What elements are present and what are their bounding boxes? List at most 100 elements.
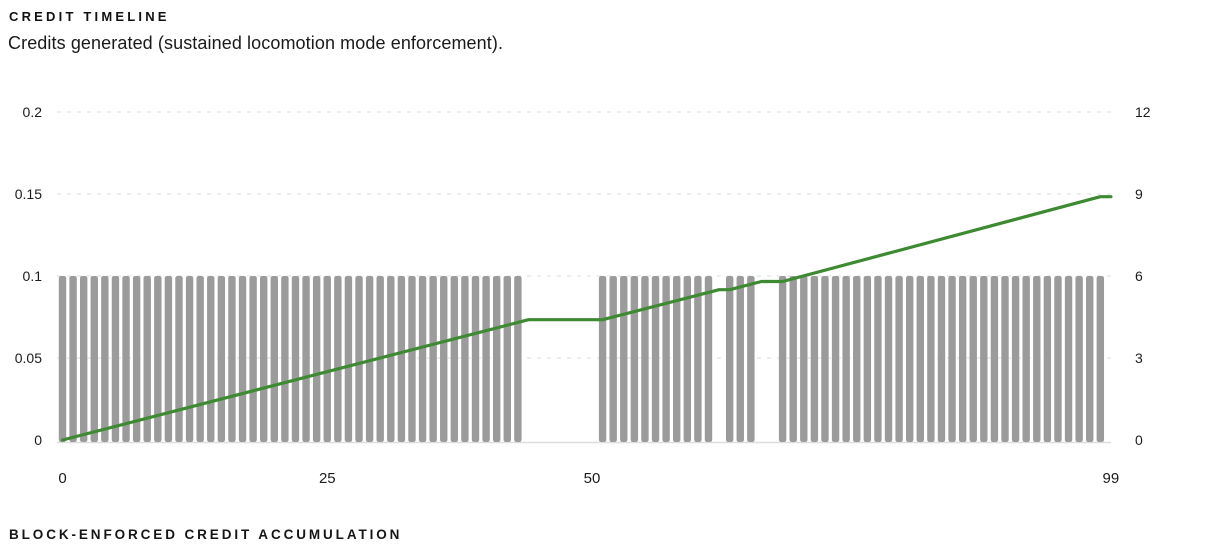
right-axis-tick-label: 3 (1135, 350, 1143, 366)
credit-block-bar (747, 276, 755, 442)
credit-block-bar (418, 276, 427, 442)
credit-block-bar (185, 276, 194, 442)
credit-block-bar (217, 276, 226, 442)
credit-block-bar (842, 276, 850, 442)
credit-block-bar (228, 276, 236, 442)
credit-block-bar (673, 276, 681, 442)
credit-block-bar (874, 276, 882, 442)
right-axis-tick-label: 9 (1135, 186, 1143, 202)
credit-block-bar (810, 276, 819, 442)
credit-block-bar (514, 276, 522, 442)
credit-block-bar (969, 276, 977, 442)
right-axis-tick-label: 0 (1135, 432, 1143, 448)
credit-block-bar (736, 276, 744, 442)
credit-block-bar (270, 276, 278, 442)
credit-block-bar (387, 276, 395, 442)
credit-block-bar (101, 276, 109, 442)
credit-block-bar (863, 276, 872, 442)
credit-block-bar (461, 276, 469, 442)
left-axis-tick-label: 0.1 (23, 268, 43, 284)
credit-block-bar (312, 276, 321, 442)
credit-block-bar (927, 276, 935, 442)
credit-block-bar (164, 276, 173, 442)
credit-block-bar (831, 276, 840, 442)
credit-block-bar (334, 276, 342, 442)
credit-block-bar (355, 276, 363, 442)
credit-block-bar (503, 276, 511, 442)
cumulative-credits-line (60, 195, 1113, 442)
credit-block-bar (1011, 276, 1020, 442)
credit-block-bar (620, 276, 628, 442)
credit-block-bar (884, 276, 893, 442)
credit-block-bar (58, 276, 67, 442)
x-axis-tick-label: 0 (58, 470, 66, 487)
credit-block-bar (281, 276, 289, 442)
credit-block-bar (471, 276, 480, 442)
chart-caption: BLOCK-ENFORCED CREDIT ACCUMULATION (9, 527, 403, 542)
credit-block-bar (302, 276, 310, 442)
credit-block-bar (143, 276, 151, 442)
credit-block-bar (122, 276, 130, 442)
credit-block-bar (1054, 276, 1062, 442)
credit-block-bar (778, 276, 787, 442)
credit-block-bar (725, 276, 734, 442)
credit-block-bar (789, 276, 797, 442)
right-axis-tick-label: 12 (1135, 104, 1151, 120)
left-axis-tick-label: 0 (34, 432, 42, 448)
credit-block-bar (1096, 276, 1105, 442)
credit-block-bar (482, 276, 490, 442)
credit-block-bar (1086, 276, 1094, 442)
credit-block-bar (1001, 276, 1009, 442)
credit-block-bar (895, 276, 903, 442)
credit-block-bar (249, 276, 257, 442)
credit-block-bar (207, 276, 215, 442)
credit-block-bar (948, 276, 956, 442)
credit-block-bar (111, 276, 120, 442)
credit-block-bar (916, 276, 924, 442)
credit-block-bar (683, 276, 692, 442)
x-axis-tick-label: 99 (1103, 470, 1120, 487)
credit-block-bar (1075, 276, 1083, 442)
x-axis-tick-label: 50 (584, 470, 601, 487)
credit-block-bar (598, 276, 607, 442)
credit-block-bar (196, 276, 204, 442)
credit-block-bar (69, 276, 77, 442)
credit-block-bar (906, 276, 914, 442)
credit-block-bar (450, 276, 459, 442)
credit-block-bar (630, 276, 639, 442)
credit-block-bar (662, 276, 670, 442)
credit-block-bar (1064, 276, 1073, 442)
credit-block-bar (641, 276, 649, 442)
credit-block-bar (429, 276, 437, 442)
credit-block-bar (260, 276, 268, 442)
credit-block-bar (344, 276, 353, 442)
credit-block-bar (937, 276, 946, 442)
credit-block-bar (1043, 276, 1052, 442)
credit-block-bar (132, 276, 141, 442)
credit-block-bar (492, 276, 501, 442)
credit-block-bar (397, 276, 406, 442)
credit-block-bar (694, 276, 702, 442)
credit-block-bar (79, 276, 88, 442)
credit-block-bar (175, 276, 183, 442)
credit-block-bar (440, 276, 448, 442)
credit-block-bar (800, 276, 808, 442)
credit-block-bar (365, 276, 374, 442)
credit-block-bar (980, 276, 988, 442)
chart-subtitle: Credits generated (sustained locomotion … (8, 33, 504, 53)
credit-block-bar (291, 276, 300, 442)
credit-block-bar (408, 276, 416, 442)
credit-block-bar (1033, 276, 1041, 442)
left-axis-tick-label: 0.2 (23, 104, 43, 120)
credit-block-bar (238, 276, 247, 442)
credit-block-bar (1022, 276, 1030, 442)
credit-block-bar (323, 276, 331, 442)
credit-block-bar (990, 276, 999, 442)
left-axis-tick-label: 0.15 (15, 186, 42, 202)
credit-block-bar (853, 276, 861, 442)
chart-title: CREDIT TIMELINE (9, 9, 170, 24)
credit-block-bar (821, 276, 829, 442)
right-axis-tick-label: 6 (1135, 268, 1143, 284)
